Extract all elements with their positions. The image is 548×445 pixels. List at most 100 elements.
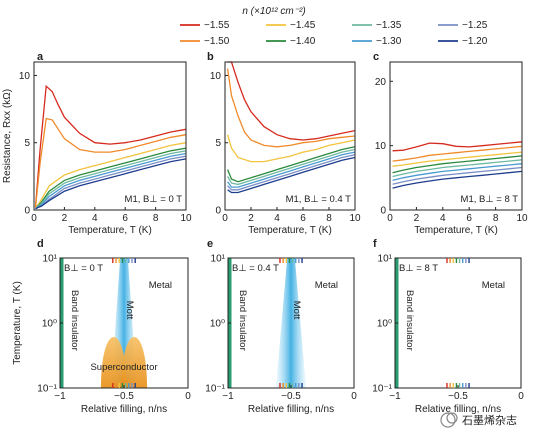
x-tick-label: 10 bbox=[349, 213, 361, 224]
series-line bbox=[34, 117, 187, 208]
y-tick-label: 20 bbox=[375, 77, 387, 88]
x-tick-label: 2 bbox=[62, 213, 68, 224]
y-tick-label: 10⁻¹ bbox=[372, 384, 392, 395]
series-line bbox=[226, 68, 356, 148]
x-tick-label: 4 bbox=[274, 213, 280, 224]
y-tick-label: 0 bbox=[24, 206, 30, 217]
legend-label: −1.45 bbox=[290, 20, 316, 31]
panel-e: e −1 −0.5 0 10⁻¹ 10⁰ 10¹ Relative filling, n/ns… bbox=[205, 238, 357, 415]
series-line bbox=[35, 155, 187, 210]
metal-label: Metal bbox=[315, 280, 338, 291]
metal-label: Metal bbox=[149, 280, 172, 291]
y-tick-label: 5 bbox=[24, 138, 30, 149]
panel-label: f bbox=[373, 238, 377, 250]
field-label: B⊥ = 8 T bbox=[399, 263, 438, 274]
series-line bbox=[392, 155, 523, 174]
y-tick-label: 10 bbox=[210, 71, 222, 82]
panels: a 0 2 4 6 8 10 0 5 10 Temperature, T (K) Resistance… bbox=[2, 51, 528, 415]
legend-item: −1.35 bbox=[352, 20, 402, 31]
panel-d: d −1 −0.5 0 10⁻¹ 10⁰ 10¹ Relative filling, n/ns… bbox=[12, 238, 191, 415]
field-label: B⊥ = 0.4 T bbox=[232, 263, 279, 274]
x-axis-label: Relative filling, n/ns bbox=[81, 404, 167, 415]
mott-region bbox=[275, 258, 307, 388]
legend-label: −1.50 bbox=[204, 36, 230, 47]
x-tick-label: 0 bbox=[387, 213, 393, 224]
panel-c: c 0 2 4 6 8 10 0 10 20 Temperature, T (K) M1, B⊥ = … bbox=[373, 51, 528, 236]
panel-label: a bbox=[37, 51, 44, 63]
legend-label: −1.40 bbox=[290, 36, 316, 47]
series-line bbox=[227, 154, 356, 191]
legend-item: −1.45 bbox=[266, 20, 316, 31]
x-tick-label: 8 bbox=[326, 213, 332, 224]
x-axis-label: Temperature, T (K) bbox=[248, 225, 332, 236]
x-axis-label: Relative filling, n/ns bbox=[248, 404, 334, 415]
series-line bbox=[392, 145, 523, 162]
x-tick-label: 4 bbox=[92, 213, 98, 224]
band-insulator-label: Band insulator bbox=[69, 290, 80, 351]
x-tick-label: 0 bbox=[31, 213, 37, 224]
x-axis-label: Temperature, T (K) bbox=[414, 225, 498, 236]
x-tick-label: −0.5 bbox=[281, 391, 301, 402]
watermark-text: 石墨烯杂志 bbox=[462, 414, 517, 427]
panel-b: b 0 2 4 6 8 10 0 5 10 Temperature, T (K) M1, B⊥ = 0… bbox=[207, 51, 361, 236]
legend-item: −1.20 bbox=[438, 36, 488, 47]
x-axis-label: Relative filling, n/ns bbox=[415, 404, 501, 415]
x-axis-label: Temperature, T (K) bbox=[68, 225, 152, 236]
band-insulator-label: Band insulator bbox=[404, 290, 415, 351]
mott-label: Mott bbox=[124, 301, 135, 320]
y-tick-label: 10⁰ bbox=[210, 319, 225, 330]
legend-label: −1.20 bbox=[462, 36, 488, 47]
series-line bbox=[227, 151, 356, 188]
series-line bbox=[226, 146, 356, 183]
plot-frame bbox=[224, 61, 356, 211]
x-tick-label: 6 bbox=[300, 213, 306, 224]
field-label: B⊥ = 0 T bbox=[64, 263, 103, 274]
y-tick-label: 10¹ bbox=[43, 254, 58, 265]
x-tick-label: −1 bbox=[389, 391, 401, 402]
x-tick-label: 8 bbox=[153, 213, 159, 224]
series-line bbox=[392, 170, 523, 189]
y-tick-label: 10⁻¹ bbox=[205, 384, 225, 395]
plot-frame bbox=[389, 61, 523, 211]
legend-item: −1.50 bbox=[180, 36, 230, 47]
panel-a: a 0 2 4 6 8 10 0 5 10 Temperature, T (K) Resistance… bbox=[2, 51, 192, 236]
legend-item: −1.25 bbox=[438, 20, 488, 31]
y-tick-label: 10⁰ bbox=[377, 319, 392, 330]
y-tick-label: 5 bbox=[215, 138, 221, 149]
y-tick-label: 10⁻¹ bbox=[37, 384, 57, 395]
series-line bbox=[35, 147, 187, 210]
panel-annotation: M1, B⊥ = 8 T bbox=[461, 194, 519, 205]
legend-label: −1.55 bbox=[204, 20, 230, 31]
legend-title: n (×10¹² cm⁻²) bbox=[242, 6, 305, 17]
band-insulator-label: Band insulator bbox=[237, 290, 248, 351]
panel-annotation: M1, B⊥ = 0.4 T bbox=[286, 194, 352, 205]
series-line bbox=[392, 159, 523, 178]
series-line bbox=[392, 166, 523, 185]
series-line bbox=[35, 152, 187, 210]
y-axis-label: Resistance, Rxx (kΩ) bbox=[2, 89, 13, 183]
legend-item: −1.40 bbox=[266, 36, 316, 47]
y-tick-label: 10⁰ bbox=[42, 319, 57, 330]
panel-f: f −1 −0.5 0 10⁻¹ 10⁰ 10¹ Relative filling, n/ns… bbox=[372, 238, 524, 415]
series-line bbox=[34, 142, 187, 210]
plot-frame bbox=[33, 61, 187, 211]
series-line bbox=[35, 158, 187, 210]
y-tick-label: 0 bbox=[215, 206, 221, 217]
x-tick-label: 10 bbox=[516, 213, 528, 224]
x-tick-label: 10 bbox=[180, 213, 192, 224]
legend: −1.55 −1.45 −1.35 −1.25 −1.50 −1.40 −1.30 −1.20 bbox=[180, 20, 488, 47]
legend-item: −1.55 bbox=[180, 20, 230, 31]
legend-label: −1.30 bbox=[376, 36, 402, 47]
x-tick-label: 8 bbox=[493, 213, 499, 224]
panel-label: e bbox=[207, 238, 213, 250]
x-tick-label: 2 bbox=[414, 213, 420, 224]
series-line bbox=[392, 151, 523, 167]
series-line bbox=[392, 163, 523, 182]
metal-label: Metal bbox=[482, 280, 505, 291]
x-tick-label: 0 bbox=[222, 213, 228, 224]
x-tick-label: 0 bbox=[518, 391, 524, 402]
y-tick-label: 10 bbox=[19, 71, 31, 82]
x-tick-label: 0 bbox=[185, 391, 191, 402]
series-line bbox=[392, 141, 523, 152]
x-tick-label: 4 bbox=[440, 213, 446, 224]
